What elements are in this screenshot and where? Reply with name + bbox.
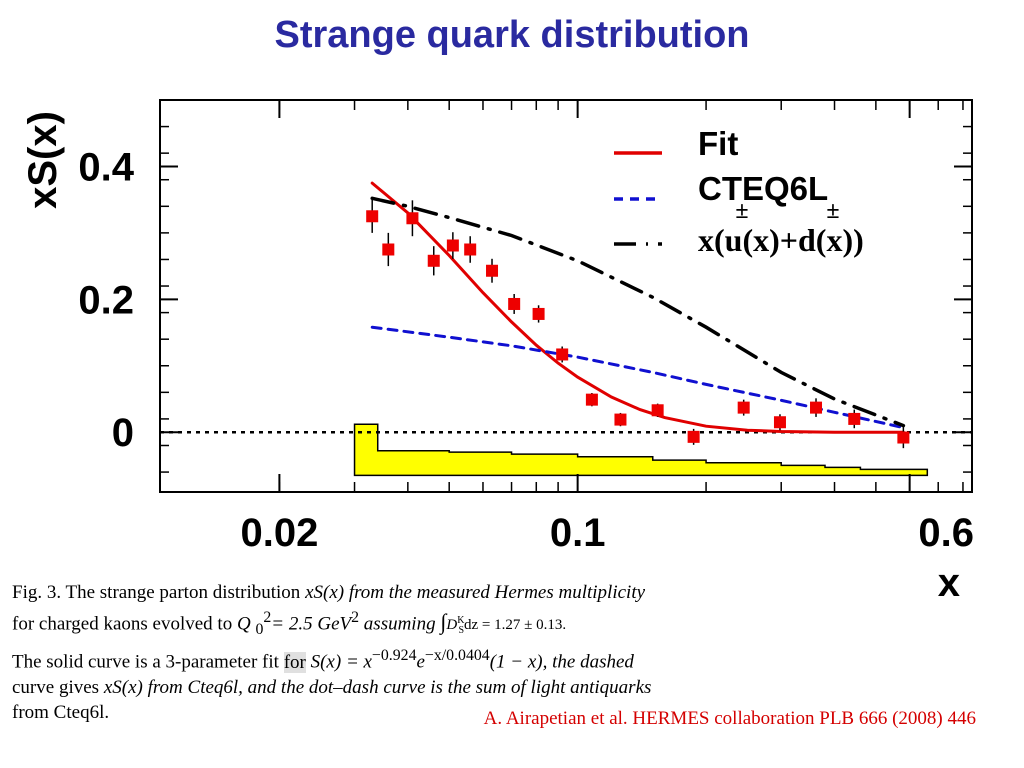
overbar-mark: ± bbox=[826, 198, 839, 224]
data-point bbox=[897, 431, 910, 444]
y-tick-label: 0 bbox=[112, 411, 134, 455]
caption-math: 2 bbox=[351, 609, 360, 626]
caption-math: 2 bbox=[263, 609, 272, 626]
citation: A. Airapetian et al. HERMES collaboratio… bbox=[483, 708, 976, 729]
caption-text: assuming bbox=[359, 613, 441, 635]
data-point bbox=[848, 412, 861, 425]
caption-math: = 2.5 GeV bbox=[271, 613, 352, 635]
data-point bbox=[382, 243, 395, 256]
data-point bbox=[737, 401, 750, 414]
data-point bbox=[810, 401, 823, 414]
legend-label: CTEQ6L bbox=[698, 170, 828, 207]
caption-text: for bbox=[283, 651, 306, 673]
data-point bbox=[446, 239, 459, 252]
y-axis-label: xS(x) bbox=[21, 111, 65, 209]
figure-caption: Fig. 3. The strange parton distribution … bbox=[12, 580, 912, 725]
data-point bbox=[773, 416, 786, 429]
data-point bbox=[614, 413, 627, 426]
caption-math: S(x) = x bbox=[305, 651, 372, 673]
plot-frame bbox=[159, 99, 973, 493]
caption-math: K bbox=[457, 615, 465, 627]
systematic-error-band bbox=[353, 423, 929, 477]
caption-text: The solid curve is a 3-parameter fit bbox=[12, 651, 284, 673]
y-tick-label: 0.2 bbox=[78, 278, 134, 322]
x-tick-label: 0.02 bbox=[240, 511, 318, 555]
x-axis-label: x bbox=[938, 561, 960, 600]
series-line-solid bbox=[370, 181, 905, 434]
overbar-mark: ± bbox=[735, 198, 748, 224]
strange-quark-plot: Fit CTEQ6L x(u(x)+d(x))± ± 0 0.2 0.4 0.02 0.1 0.… bbox=[21, 99, 974, 600]
caption-text: curve gives bbox=[12, 676, 104, 698]
caption-text: xS(x) from the measured Hermes multiplic… bbox=[305, 582, 646, 603]
caption-text: from Cteq6l. bbox=[12, 701, 110, 723]
data-point bbox=[406, 212, 419, 225]
legend-label: x(u(x)+d(x)) bbox=[698, 222, 864, 258]
data-point bbox=[532, 307, 545, 320]
caption-text: xS(x) from Cteq6l, and the dot–dash curv… bbox=[103, 676, 652, 698]
caption-math: D bbox=[446, 617, 458, 634]
caption-math: 0 bbox=[255, 621, 264, 639]
data-point bbox=[585, 393, 598, 406]
x-tick-label: 0.1 bbox=[550, 511, 606, 555]
caption-math: (1 − x), the dashed bbox=[489, 651, 634, 673]
data-point bbox=[427, 254, 440, 267]
series-line-dashed bbox=[370, 325, 905, 430]
caption-text: for charged kaons evolved to bbox=[12, 613, 237, 635]
data-point bbox=[486, 264, 499, 277]
legend-label: Fit bbox=[698, 125, 738, 162]
series-line-dashdot bbox=[370, 196, 906, 428]
data-point bbox=[687, 430, 700, 443]
data-point bbox=[556, 348, 569, 361]
data-point bbox=[651, 404, 664, 417]
caption-math: Q bbox=[236, 613, 256, 635]
integral-formula: ∫DKSdz = 1.27 ± 0.13. bbox=[440, 609, 567, 637]
data-point bbox=[464, 243, 477, 256]
integral-sign: ∫ bbox=[440, 609, 447, 635]
slide-title: Strange quark distribution bbox=[274, 14, 750, 56]
caption-math: S bbox=[458, 625, 465, 637]
data-point bbox=[366, 210, 379, 223]
caption-math: e bbox=[416, 651, 425, 673]
x-tick-label: 0.6 bbox=[918, 511, 974, 555]
caption-math: dz = 1.27 ± 0.13. bbox=[464, 617, 567, 634]
data-point bbox=[508, 297, 521, 310]
caption-math: −0.924 bbox=[371, 647, 417, 665]
y-tick-label: 0.4 bbox=[78, 145, 134, 189]
caption-math: −x/0.0404 bbox=[424, 647, 490, 665]
caption-text: Fig. 3. The strange parton distribution bbox=[12, 582, 306, 603]
